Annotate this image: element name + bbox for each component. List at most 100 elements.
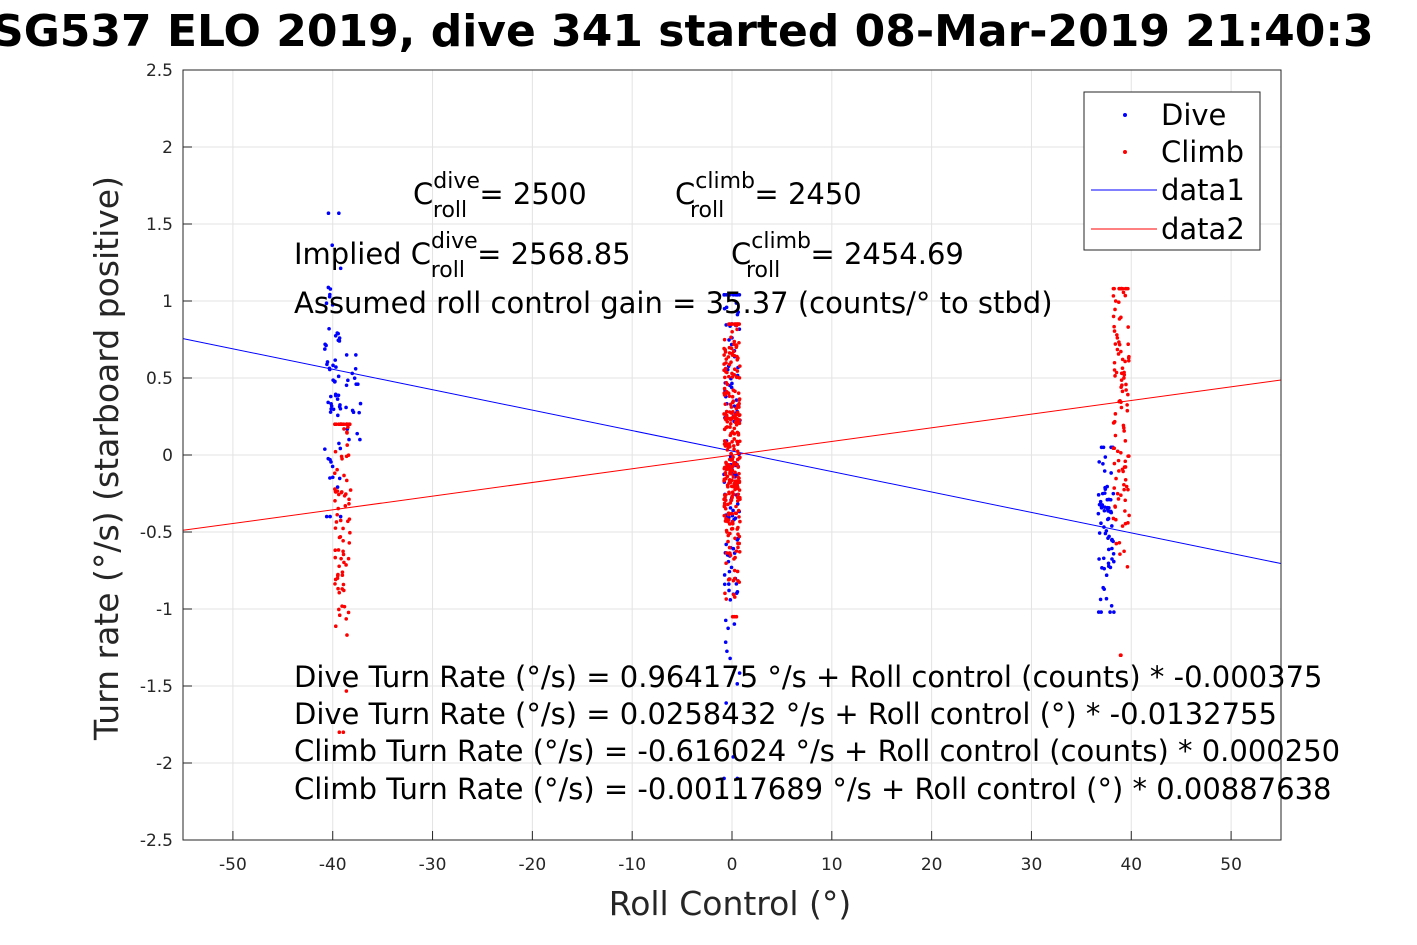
point-climb [728, 501, 733, 505]
point-dive [735, 682, 740, 686]
point-climb [727, 442, 732, 446]
point-dive [325, 362, 329, 367]
point-climb [724, 551, 729, 555]
point-climb [722, 513, 727, 518]
point-dive [332, 380, 337, 384]
point-dive [733, 516, 738, 521]
point-dive [1097, 531, 1102, 535]
point-dive [731, 508, 735, 513]
point-dive [330, 303, 335, 307]
x-tick-label: 10 [821, 855, 843, 875]
point-dive [726, 582, 731, 586]
point-climb [1119, 378, 1124, 382]
point-climb [737, 471, 741, 476]
point-dive [353, 366, 358, 371]
point-dive [727, 569, 732, 574]
point-climb [1113, 299, 1118, 303]
point-climb [730, 457, 735, 462]
point-climb [730, 490, 735, 495]
point-climb [734, 419, 739, 424]
point-climb [1123, 498, 1128, 503]
point-climb [1119, 286, 1124, 291]
point-climb [722, 346, 726, 351]
point-climb [726, 355, 731, 359]
point-climb [732, 595, 737, 599]
point-climb [730, 371, 734, 376]
point-climb [1115, 336, 1120, 340]
point-dive [328, 292, 332, 297]
point-climb [1119, 405, 1124, 410]
point-climb [333, 449, 338, 454]
point-climb [736, 492, 741, 497]
point-dive [733, 293, 738, 297]
point-climb [1113, 505, 1118, 509]
y-axis-label: Turn rate (°/s) (starboard positive) [87, 176, 126, 741]
point-dive [354, 353, 358, 357]
point-climb [1122, 487, 1126, 492]
point-climb [737, 421, 742, 426]
point-climb [725, 448, 730, 452]
point-climb [727, 490, 731, 495]
point-dive [724, 542, 728, 547]
point-climb [333, 526, 338, 530]
point-climb [723, 519, 728, 523]
point-climb [726, 512, 731, 517]
point-dive [1102, 508, 1107, 513]
point-dive [1106, 564, 1111, 569]
point-climb [735, 439, 739, 444]
point-dive [731, 546, 736, 551]
y-tick-label: -1.5 [140, 677, 173, 697]
point-dive [330, 464, 335, 469]
y-tick-label: 1.5 [146, 215, 173, 235]
point-climb [1126, 392, 1130, 397]
point-climb [347, 501, 351, 506]
legend-climb-label: Climb [1161, 135, 1244, 169]
point-climb [723, 350, 728, 354]
point-climb [338, 422, 343, 427]
point-dive [1110, 557, 1114, 561]
point-dive [337, 336, 342, 340]
point-climb [342, 493, 347, 498]
fit-line-data1 [183, 338, 1281, 565]
point-climb [732, 431, 737, 436]
point-climb [733, 470, 737, 475]
point-dive [727, 515, 731, 520]
point-climb [735, 479, 740, 483]
point-climb [723, 498, 728, 503]
point-climb [1117, 340, 1121, 344]
point-climb [724, 561, 728, 566]
legend-dive-marker [1123, 113, 1127, 117]
x-tick-label: 20 [921, 855, 943, 875]
point-dive [351, 410, 356, 415]
point-climb [345, 633, 349, 637]
point-dive [337, 476, 342, 481]
point-climb [722, 353, 726, 357]
point-dive [1099, 521, 1103, 526]
point-climb [346, 610, 351, 615]
point-climb [1126, 342, 1130, 347]
point-climb [737, 418, 742, 422]
point-climb [736, 525, 740, 530]
point-climb [337, 730, 342, 734]
point-climb [344, 689, 349, 693]
point-climb [725, 466, 730, 470]
point-dive [331, 363, 335, 368]
point-dive [1108, 497, 1113, 502]
point-climb [730, 394, 735, 399]
point-climb [737, 376, 742, 380]
point-dive [329, 460, 333, 464]
point-climb [724, 476, 728, 481]
point-climb [727, 345, 732, 350]
point-dive [727, 338, 731, 342]
point-dive [1106, 536, 1110, 540]
point-climb [730, 614, 735, 619]
point-dive [352, 376, 357, 380]
point-dive [1106, 509, 1110, 513]
point-dive [1112, 610, 1116, 614]
point-dive [722, 582, 727, 587]
point-climb [732, 460, 736, 465]
point-climb [735, 358, 740, 362]
point-climb [1115, 333, 1119, 337]
point-dive [722, 293, 726, 297]
point-climb [738, 364, 742, 368]
